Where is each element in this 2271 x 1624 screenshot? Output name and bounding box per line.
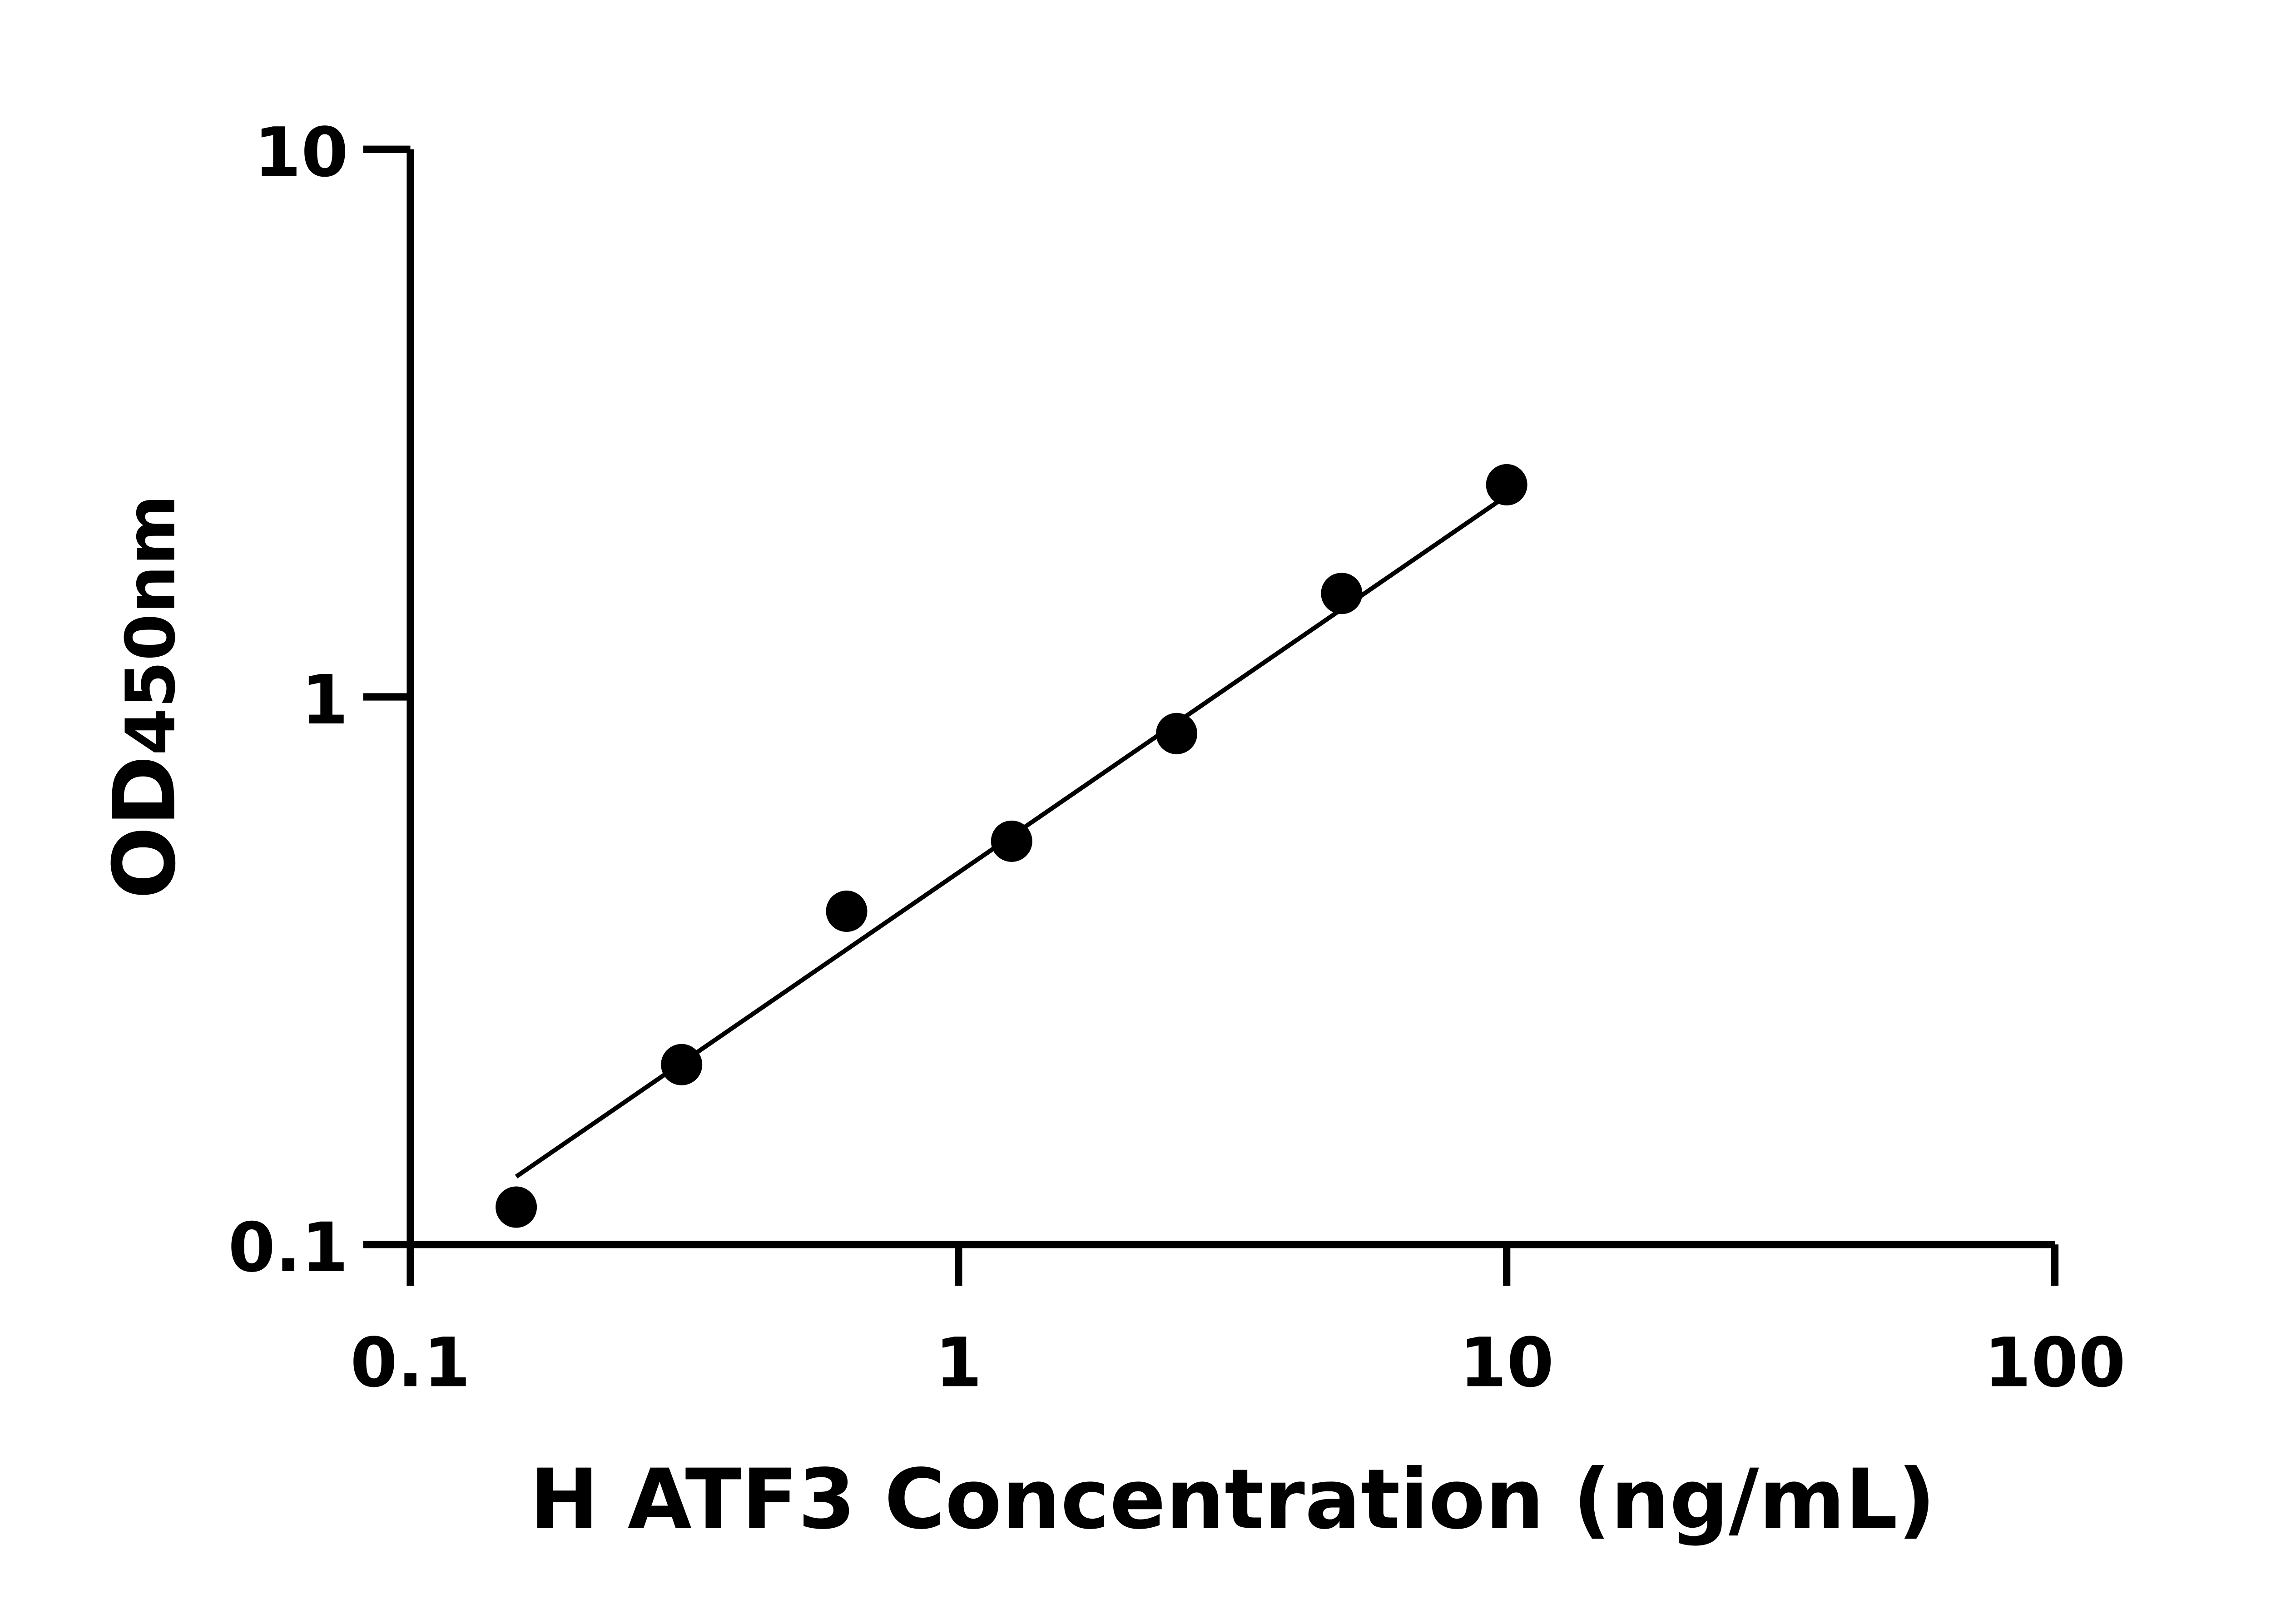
data-point: [1486, 464, 1527, 505]
x-tick-label: 1: [935, 1323, 982, 1402]
data-point: [661, 1044, 703, 1085]
data-point: [826, 891, 868, 932]
x-tick-label: 0.1: [350, 1323, 471, 1402]
data-points: [496, 464, 1527, 1228]
y-axis-label-main: OD: [95, 755, 194, 899]
y-axis-label-sub: 450nm: [112, 495, 191, 755]
y-tick-label: 10: [254, 113, 348, 192]
data-point: [1156, 713, 1198, 754]
y-tick-label: 0.1: [228, 1208, 348, 1287]
x-tick-label: 100: [1984, 1323, 2126, 1402]
y-ticks: 0.1 1 10: [228, 113, 411, 1287]
x-ticks: 0.1 1 10 100: [350, 1244, 2126, 1402]
data-point: [1321, 573, 1363, 614]
x-axis-label: H ATF3 Concentration (ng/mL): [530, 1451, 1935, 1547]
y-axis-label: OD450nm: [95, 495, 194, 899]
data-point: [496, 1186, 537, 1228]
data-point: [991, 820, 1032, 862]
y-tick-label: 1: [301, 661, 348, 740]
x-tick-label: 10: [1459, 1323, 1554, 1402]
